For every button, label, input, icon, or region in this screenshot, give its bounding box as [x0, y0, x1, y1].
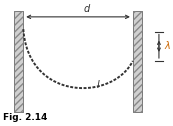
Bar	[133, 11, 142, 112]
Bar	[14, 11, 23, 112]
Bar	[14, 11, 23, 112]
Text: Fig. 2.14: Fig. 2.14	[3, 113, 47, 122]
Bar	[133, 11, 142, 112]
Text: l: l	[97, 80, 100, 90]
Text: d: d	[83, 4, 90, 14]
Text: λ: λ	[165, 41, 171, 51]
